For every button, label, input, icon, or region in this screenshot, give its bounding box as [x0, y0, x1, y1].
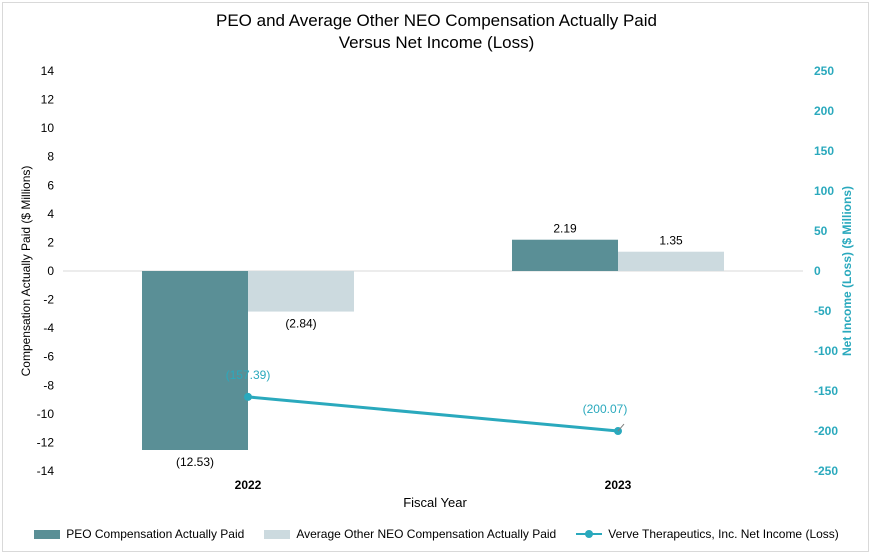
- y2-tick-label: -250: [814, 464, 838, 478]
- bar-data-label: 1.35: [659, 234, 683, 248]
- y-tick-label: 14: [41, 64, 55, 78]
- bar-data-label: 2.19: [553, 222, 577, 236]
- y2-tick-label: 250: [814, 64, 834, 78]
- category-label: 2022: [235, 478, 262, 492]
- legend: PEO Compensation Actually Paid Average O…: [0, 527, 873, 541]
- y-tick-label: -6: [43, 350, 54, 364]
- y2-tick-label: 0: [814, 264, 821, 278]
- legend-label-net-income: Verve Therapeutics, Inc. Net Income (Los…: [608, 527, 839, 541]
- y-tick-label: 12: [41, 93, 55, 107]
- x-axis-title: Fiscal Year: [403, 495, 467, 510]
- y2-tick-label: 200: [814, 104, 834, 118]
- legend-item-net-income: Verve Therapeutics, Inc. Net Income (Los…: [576, 527, 839, 541]
- legend-label-peo: PEO Compensation Actually Paid: [66, 527, 245, 541]
- y-tick-label: 10: [41, 121, 55, 135]
- net-income-point: [244, 392, 252, 401]
- y-tick-label: 0: [47, 264, 54, 278]
- y-tick-label: -2: [43, 293, 54, 307]
- y2-tick-label: 50: [814, 224, 828, 238]
- y2-tick-label: -50: [814, 304, 832, 318]
- y-tick-label: -8: [43, 378, 54, 392]
- net-income-data-label: (157.39): [226, 368, 271, 382]
- y2-tick-label: -200: [814, 424, 838, 438]
- y-tick-label: -12: [37, 435, 55, 449]
- net-income-leader: [617, 423, 625, 432]
- chart-title-line1: PEO and Average Other NEO Compensation A…: [216, 11, 657, 30]
- bar-peo: [512, 239, 618, 271]
- y2-tick-label: -150: [814, 384, 838, 398]
- chart-plot: 14 12 10 8 6 4 2 0 -2 -4 -6 -8 -10 -12 -14 250 200 150 100…: [19, 64, 854, 510]
- bar-neo: [248, 271, 354, 312]
- bar-peo: [142, 271, 248, 450]
- y2-axis-title: Net Income (Loss) ($ Millions): [840, 186, 854, 356]
- y-tick-label: 4: [47, 207, 54, 221]
- category-label: 2023: [605, 478, 632, 492]
- bar-data-label: (2.84): [285, 317, 316, 331]
- y2-tick-label: 150: [814, 144, 834, 158]
- y-tick-label: -14: [37, 464, 55, 478]
- legend-item-peo: PEO Compensation Actually Paid: [34, 527, 244, 541]
- y-tick-label: 6: [47, 178, 54, 192]
- legend-swatch-net-income: [576, 529, 603, 539]
- y-tick-label: 2: [47, 235, 54, 249]
- y2-tick-label: 100: [814, 184, 834, 198]
- legend-label-neo: Average Other NEO Compensation Actually …: [296, 527, 557, 541]
- legend-swatch-neo: [264, 529, 291, 539]
- bar-neo: [618, 251, 724, 271]
- y-axis-title: Compensation Actually Paid ($ Millions): [19, 166, 33, 377]
- bar-data-label: (12.53): [176, 455, 214, 469]
- y-tick-label: 8: [47, 150, 54, 164]
- y2-tick-label: -100: [814, 344, 838, 358]
- legend-swatch-peo: [34, 529, 61, 539]
- y-tick-label: -10: [37, 407, 55, 421]
- y-tick-label: -4: [43, 321, 54, 335]
- chart-title-line2: Versus Net Income (Loss): [338, 33, 535, 52]
- net-income-data-label: (200.07): [583, 402, 628, 416]
- net-income-line: [247, 395, 619, 433]
- legend-item-neo: Average Other NEO Compensation Actually …: [264, 527, 556, 541]
